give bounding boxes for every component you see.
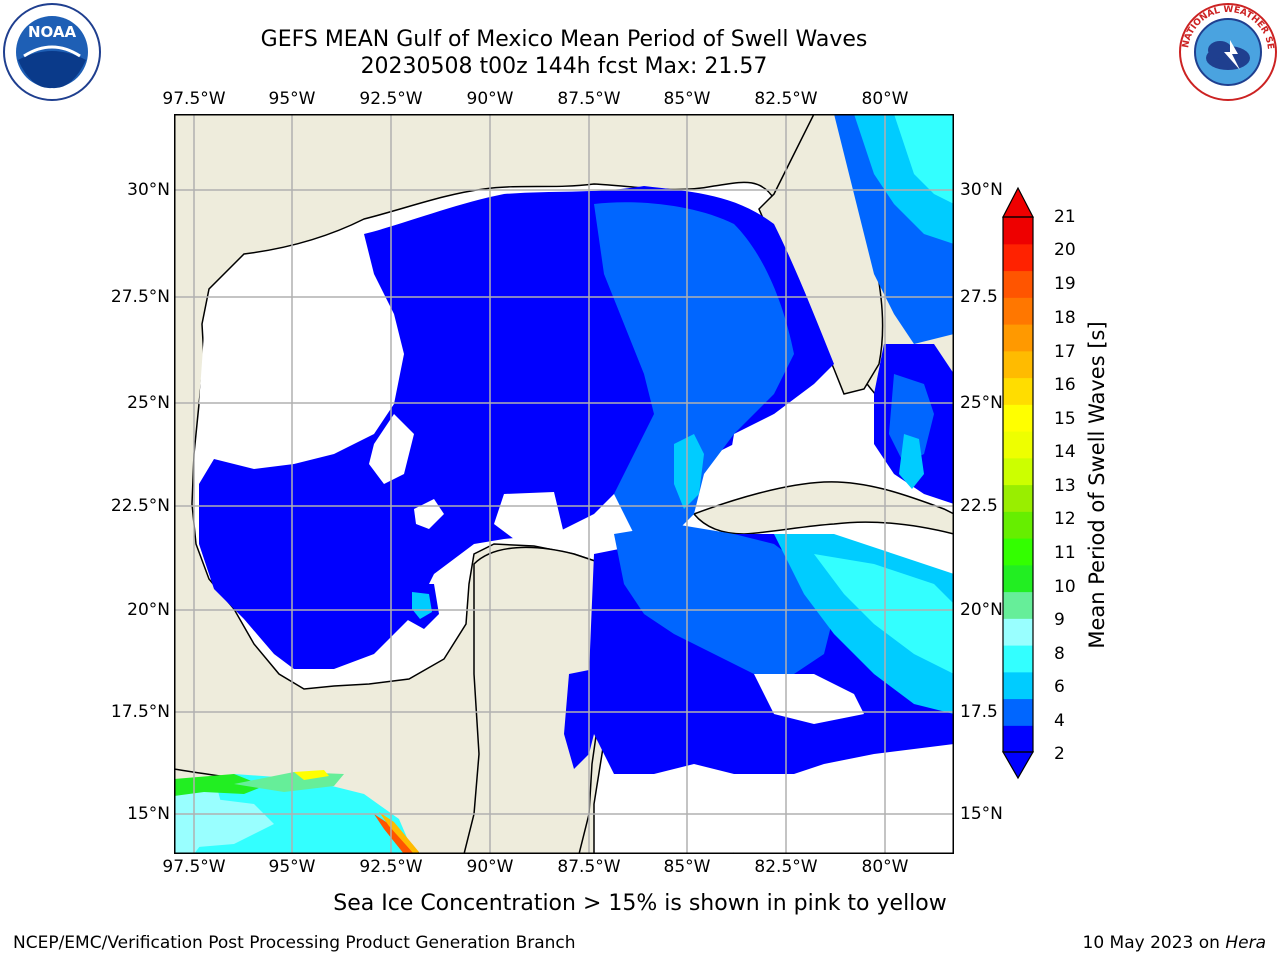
lon-tick-top: 90°W [466, 89, 514, 109]
sea-ice-note: Sea Ice Concentration > 15% is shown in … [333, 891, 947, 916]
colorbar-label: 15 [1054, 409, 1076, 429]
colorbar-label: 20 [1054, 240, 1076, 260]
colorbar-label: 14 [1054, 442, 1076, 462]
colorbar-label: 17 [1054, 342, 1076, 362]
colorbar-label: 16 [1054, 375, 1076, 395]
footer-machine: Hera [1225, 933, 1266, 953]
colorbar-label: 9 [1054, 610, 1065, 630]
gulf-map [174, 114, 954, 854]
footer-date: 10 May 2023 on Hera [1083, 933, 1267, 953]
colorbar-segment [1003, 511, 1033, 539]
lon-tick-top: 82.5°W [754, 89, 818, 109]
lat-tick-left: 25°N [127, 393, 170, 413]
lon-tick-top: 80°W [861, 89, 909, 109]
colorbar-segment [1003, 645, 1033, 673]
colorbar-segment [1003, 591, 1033, 619]
cuba-land [692, 481, 954, 535]
colorbar-segment [1003, 243, 1033, 272]
lat-tick-left: 17.5°N [110, 702, 170, 722]
colorbar-label: 11 [1054, 543, 1076, 563]
noaa-logo-icon: NOAA [3, 3, 101, 101]
lat-tick-left: 30°N [127, 180, 170, 200]
lon-tick-bottom: 90°W [466, 857, 514, 877]
lat-tick-right: 22.5 [960, 496, 998, 516]
colorbar-segment [1003, 350, 1033, 379]
lat-tick-left: 22.5°N [110, 496, 170, 516]
svg-text:NOAA: NOAA [28, 23, 77, 41]
colorbar-segment [1003, 377, 1033, 405]
colorbar-segment [1003, 431, 1033, 459]
colorbar-label: 10 [1054, 577, 1076, 597]
colorbar-segment [1003, 564, 1033, 593]
map-frame [174, 114, 954, 854]
chart-title: GEFS MEAN Gulf of Mexico Mean Period of … [260, 27, 868, 52]
lat-tick-right: 25°N [960, 393, 1003, 413]
chart-subtitle: 20230508 t00z 144h fcst Max: 21.57 [360, 54, 768, 79]
lon-tick-bottom: 87.5°W [557, 857, 621, 877]
colorbar-segment [1003, 618, 1033, 646]
colorbar-label: 4 [1054, 711, 1065, 731]
lon-tick-top: 92.5°W [359, 89, 423, 109]
colorbar-segment [1003, 404, 1033, 432]
lon-tick-bottom: 82.5°W [754, 857, 818, 877]
colorbar-title: Mean Period of Swell Waves [s] [1085, 321, 1109, 649]
lon-tick-bottom: 97.5°W [162, 857, 226, 877]
lon-tick-bottom: 95°W [268, 857, 316, 877]
lon-tick-bottom: 92.5°W [359, 857, 423, 877]
colorbar-label: 21 [1054, 207, 1076, 227]
colorbar-segment [1003, 297, 1033, 325]
lat-tick-left: 15°N [127, 804, 170, 824]
lat-tick-right: 17.5 [960, 702, 998, 722]
colorbar-segment [1003, 217, 1033, 245]
colorbar-label: 6 [1054, 677, 1065, 697]
lat-tick-right: 27.5 [960, 287, 998, 307]
lon-tick-top: 97.5°W [162, 89, 226, 109]
colorbar-frame [1002, 216, 1034, 753]
nws-logo-icon: NATIONAL WEATHER SERVICE [1178, 2, 1277, 101]
lat-tick-left: 27.5°N [110, 287, 170, 307]
colorbar-segment [1003, 270, 1033, 298]
lon-tick-top: 87.5°W [557, 89, 621, 109]
colorbar-top-arrow [1002, 186, 1034, 218]
colorbar-segment [1003, 725, 1033, 753]
colorbar-segment [1003, 484, 1033, 512]
lat-lon-grid [174, 114, 954, 854]
lon-tick-top: 95°W [268, 89, 316, 109]
colorbar-label: 13 [1054, 476, 1076, 496]
lon-tick-bottom: 80°W [861, 857, 909, 877]
colorbar-segment [1003, 698, 1033, 726]
yucatan-land [463, 546, 615, 854]
colorbar-label: 18 [1054, 308, 1076, 328]
colorbar-segment [1003, 538, 1033, 566]
lat-tick-right: 15°N [960, 804, 1003, 824]
colorbar-segment [1003, 457, 1033, 486]
colorbar-label: 2 [1054, 744, 1065, 764]
colorbar-label: 19 [1054, 274, 1076, 294]
lon-tick-bottom: 85°W [663, 857, 711, 877]
swell-field [199, 114, 954, 774]
colorbar-segment [1003, 324, 1033, 352]
colorbar [1001, 186, 1035, 780]
colorbar-bottom-arrow [1001, 751, 1035, 780]
colorbar-label: 12 [1054, 509, 1076, 529]
lon-tick-top: 85°W [663, 89, 711, 109]
colorbar-label: 8 [1054, 644, 1065, 664]
lat-tick-right: 30°N [960, 180, 1003, 200]
colorbar-segment [1003, 671, 1033, 700]
lat-tick-right: 20°N [960, 600, 1003, 620]
lat-tick-left: 20°N [127, 600, 170, 620]
footer-date-text: 10 May 2023 on [1082, 933, 1226, 953]
footer-credit: NCEP/EMC/Verification Post Processing Pr… [13, 933, 576, 953]
